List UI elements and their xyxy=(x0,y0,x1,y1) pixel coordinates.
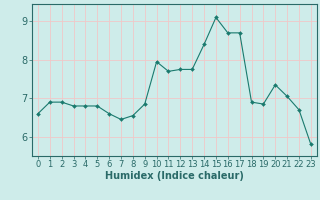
X-axis label: Humidex (Indice chaleur): Humidex (Indice chaleur) xyxy=(105,171,244,181)
